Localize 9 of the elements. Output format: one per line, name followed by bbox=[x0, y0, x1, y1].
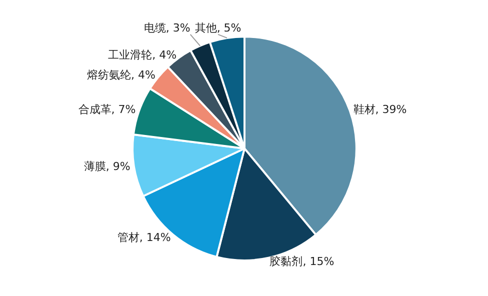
slice-label: 工业滑轮, 4% bbox=[108, 48, 177, 62]
slice-label: 胶黏剂, 15% bbox=[270, 254, 334, 268]
slice-label: 电缆, 3% bbox=[144, 21, 190, 34]
slice-label: 薄膜, 9% bbox=[84, 160, 130, 174]
slice-label: 其他, 5% bbox=[194, 21, 242, 34]
slice-label: 合成革, 7% bbox=[78, 102, 136, 116]
slice-label: 熔纺氨纶, 4% bbox=[86, 68, 156, 82]
slice-label: 鞋材, 39% bbox=[353, 102, 407, 116]
slice-label: 管材, 14% bbox=[117, 231, 171, 244]
